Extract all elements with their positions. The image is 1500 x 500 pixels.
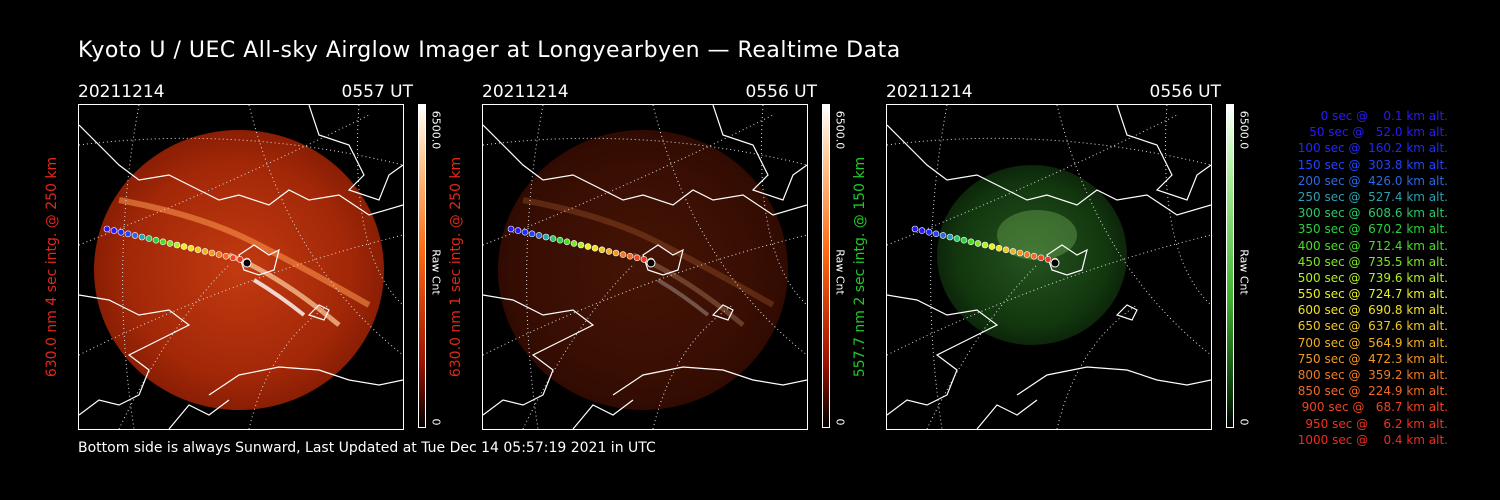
colorbar-min: 0: [429, 418, 443, 426]
legend-row: 550 sec @ 724.7 km alt.: [1293, 287, 1448, 302]
panel-date: 20211214: [886, 82, 973, 102]
legend-row: 250 sec @ 527.4 km alt.: [1293, 189, 1448, 204]
legend-row: 700 sec @ 564.9 km alt.: [1293, 335, 1448, 350]
legend-row: 750 sec @ 472.3 km alt.: [1293, 351, 1448, 366]
legend-row: 200 sec @ 426.0 km alt.: [1293, 173, 1448, 188]
panel-time: 0556 UT: [1149, 82, 1222, 102]
colorbar-label: Raw Cnt: [833, 249, 847, 295]
legend-row: 50 sec @ 52.0 km alt.: [1301, 125, 1448, 140]
legend-row: 0 sec @ 0.1 km alt.: [1309, 109, 1448, 123]
allsky-image: [78, 104, 404, 430]
panel-wavelength-label: 630.0 nm 1 sec intg. @ 250 km: [448, 156, 464, 378]
panel-3: 20211214 0556 UT 557.7 nm 2 sec intg. @ …: [852, 82, 1266, 432]
panel-wavelength-label: 630.0 nm 4 sec intg. @ 250 km: [44, 156, 60, 378]
legend-row: 100 sec @ 160.2 km alt.: [1293, 141, 1448, 156]
legend-row: 950 sec @ 6.2 km alt.: [1301, 416, 1448, 431]
colorbar-min: 0: [833, 418, 847, 426]
page-title: Kyoto U / UEC All-sky Airglow Imager at …: [78, 38, 901, 63]
colorbar: [418, 104, 426, 428]
colorbar-label: Raw Cnt: [1237, 249, 1251, 295]
colorbar: [822, 104, 830, 428]
legend-row: 600 sec @ 690.8 km alt.: [1293, 303, 1448, 318]
legend-row: 300 sec @ 608.6 km alt.: [1293, 206, 1448, 221]
colorbar-max: 6500.0: [429, 110, 443, 150]
legend-row: 900 sec @ 68.7 km alt.: [1297, 400, 1448, 415]
trajectory-legend: 0 sec @ 0.1 km alt. 50 sec @ 52.0 km alt…: [1260, 108, 1448, 448]
allsky-image: [886, 104, 1212, 430]
legend-row: 650 sec @ 637.6 km alt.: [1293, 319, 1448, 334]
legend-row: 400 sec @ 712.4 km alt.: [1293, 238, 1448, 253]
colorbar-min: 0: [1237, 418, 1251, 426]
panel-time: 0557 UT: [341, 82, 414, 102]
footer-note: Bottom side is always Sunward, Last Upda…: [78, 440, 656, 456]
panel-2: 20211214 0556 UT 630.0 nm 1 sec intg. @ …: [448, 82, 862, 432]
panel-time: 0556 UT: [745, 82, 818, 102]
colorbar-max: 6500.0: [1237, 110, 1251, 150]
legend-row: 350 sec @ 670.2 km alt.: [1293, 222, 1448, 237]
legend-row: 450 sec @ 735.5 km alt.: [1293, 254, 1448, 269]
legend-row: 150 sec @ 303.8 km alt.: [1293, 157, 1448, 172]
legend-row: 1000 sec @ 0.4 km alt.: [1297, 432, 1448, 447]
panel-date: 20211214: [482, 82, 569, 102]
colorbar-label: Raw Cnt: [429, 249, 443, 295]
allsky-image: [482, 104, 808, 430]
panel-date: 20211214: [78, 82, 165, 102]
legend-row: 850 sec @ 224.9 km alt.: [1293, 384, 1448, 399]
legend-row: 500 sec @ 739.6 km alt.: [1293, 270, 1448, 285]
colorbar: [1226, 104, 1234, 428]
legend-row: 800 sec @ 359.2 km alt.: [1293, 368, 1448, 382]
colorbar-max: 6500.0: [833, 110, 847, 150]
panel-1: 20211214 0557 UT 630.0 nm 4 sec intg. @ …: [44, 82, 458, 432]
panel-wavelength-label: 557.7 nm 2 sec intg. @ 150 km: [852, 156, 868, 378]
